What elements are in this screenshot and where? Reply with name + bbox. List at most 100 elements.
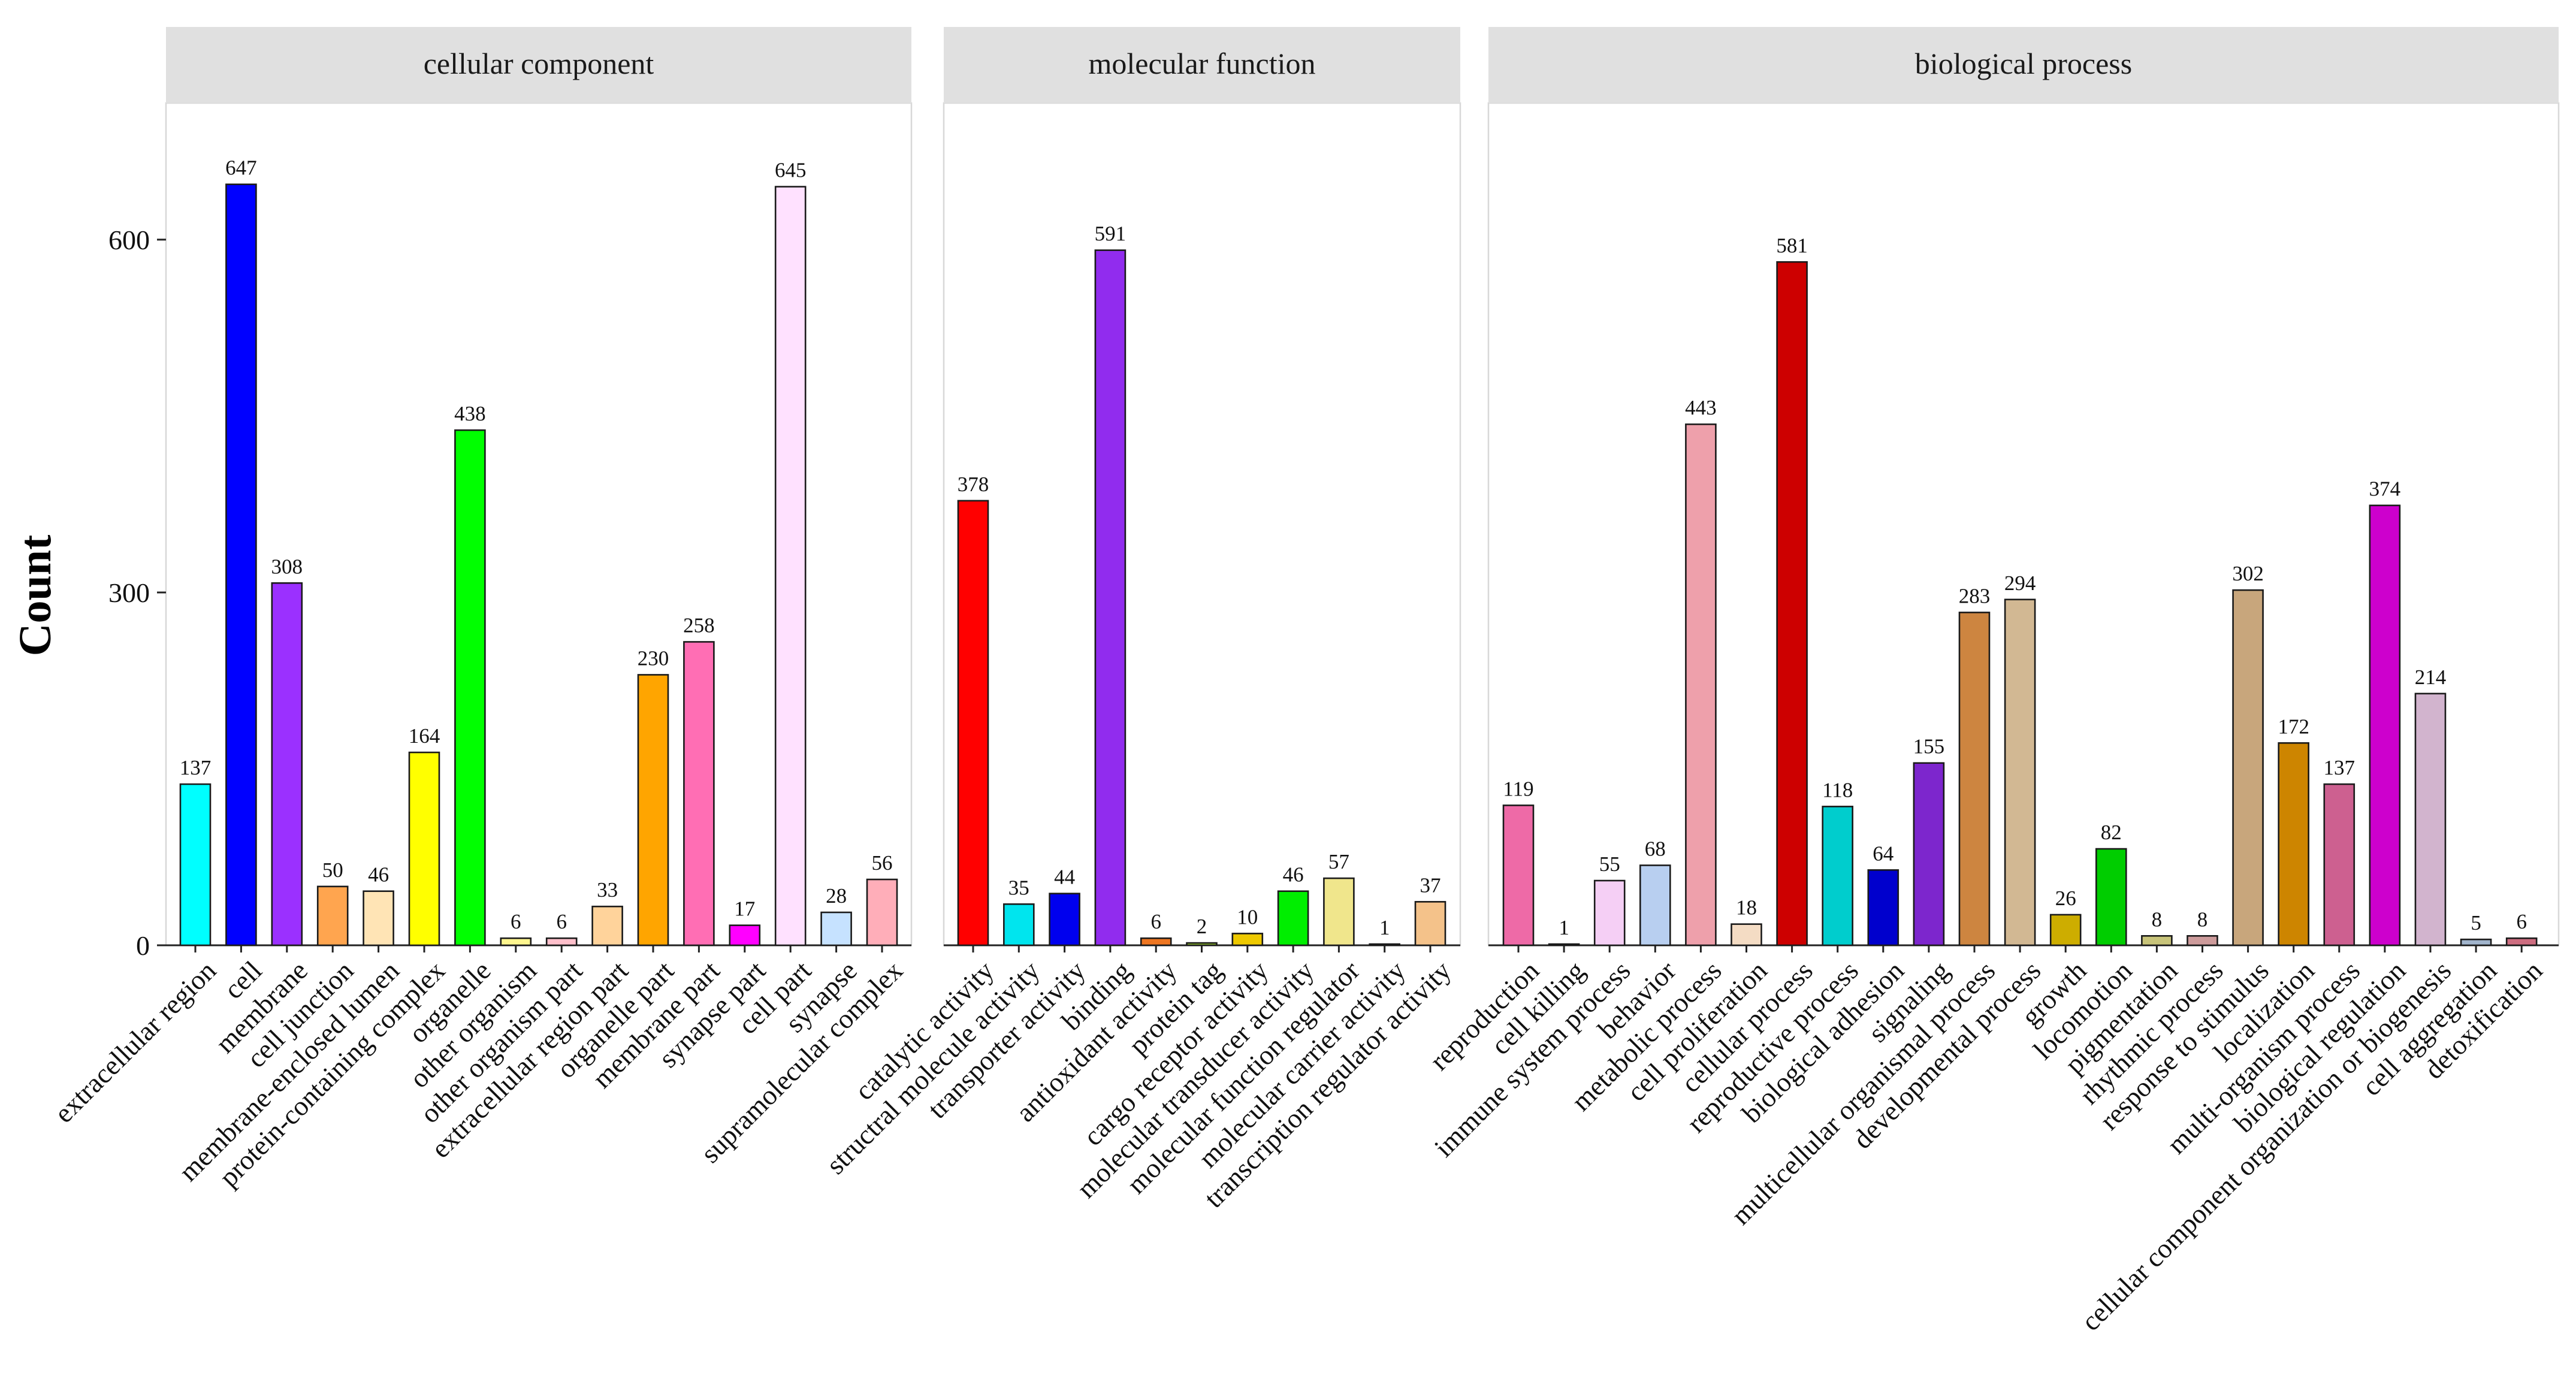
bar-membrane [271,582,303,946]
bar-cellular-component-organization-or-biogenesis [2414,692,2447,946]
bar-cell [225,183,257,946]
y-axis: 0 300 600 [108,225,166,961]
bar-molecular-transducer-activity [1277,890,1309,946]
bar-value-label: 155 [1913,735,1945,758]
bar-value-label: 55 [1599,852,1620,876]
bar-transporter-activity [1049,893,1080,946]
bar-pigmentation [2141,935,2173,946]
bar-organelle-part [637,674,669,946]
bar-cargo-receptor-activity [1231,933,1264,946]
bar-value-label: 1 [1379,916,1390,939]
bar-value-label: 68 [1645,837,1666,860]
bar-organelle [454,429,486,946]
bar-value-label: 26 [2055,887,2076,910]
bar-structral-molecule-activity [1003,903,1035,946]
bar-value-label: 137 [180,756,212,779]
panel-cellular-component: cellular component 137 extracellular regio… [48,27,913,1193]
bar-value-label: 18 [1736,896,1757,920]
bar-metabolic-process [1685,423,1717,946]
bar-signaling [1913,762,1945,946]
bar-value-label: 56 [872,851,893,875]
bar-value-label: 44 [1054,866,1075,889]
bar-value-label: 172 [2278,715,2309,738]
bar-value-label: 33 [597,878,618,902]
bar-catalytic-activity [957,500,989,946]
bar-synapse [820,911,852,946]
bar-multicellular-organismal-process [1958,612,1991,946]
bar-cell-aggregation [2460,938,2492,946]
bar-value-label: 308 [271,555,303,578]
bar-transcription-regulator-activity [1414,901,1446,946]
bar-biological-adhesion [1867,869,1899,946]
bar-value-label: 378 [958,473,989,496]
bar-value-label: 82 [2101,821,2122,844]
bar-value-label: 294 [2004,571,2036,595]
bar-cell-part [774,186,807,946]
bar-membrane-enclosed-lumen [363,890,394,946]
bar-value-label: 6 [2516,910,2527,933]
bar-cell-killing [1548,943,1580,946]
bar-multi-organism-process [2323,783,2355,946]
bar-value-label: 6 [1150,910,1161,933]
bar-value-label: 8 [2152,908,2163,931]
facet-strip-title: molecular function [1088,47,1315,80]
bar-value-label: 64 [1873,842,1894,865]
bar-other-organism [500,937,532,946]
bar-protein-containing-complex [408,751,440,946]
bar-reproduction [1502,805,1535,946]
bar-synapse-part [729,924,761,946]
bar-cellular-process [1776,261,1808,946]
bar-value-label: 283 [1959,584,1991,607]
bar-antioxidant-activity [1140,937,1172,946]
bar-value-label: 118 [1822,778,1853,802]
bar-supramolecular-complex [866,878,898,946]
bar-extracellular-region [179,783,212,946]
bar-value-label: 6 [511,910,521,933]
bar-localization [2278,742,2309,946]
bar-molecular-carrier-activity [1369,943,1400,946]
bar-value-label: 8 [2197,908,2208,931]
bar-reproductive-process [1822,806,1853,946]
bar-growth [2049,914,2082,946]
bar-value-label: 591 [1095,222,1127,246]
bar-extracellular-region-part [591,905,623,946]
bar-value-label: 5 [2471,911,2481,935]
facet-strip-title: biological process [1915,47,2132,80]
bar-value-label: 230 [638,646,669,670]
y-tick-label: 300 [108,577,150,608]
bar-value-label: 438 [454,402,486,425]
bar-developmental-process [2004,598,2036,946]
facet-strip-title: cellular component [424,47,654,80]
bar-cell-junction [316,885,349,946]
bar-value-label: 37 [1420,873,1441,897]
bar-value-label: 164 [409,724,440,748]
bar-value-label: 50 [322,858,343,882]
bar-value-label: 10 [1237,905,1258,929]
bar-molecular-function-regulator [1323,877,1355,946]
y-axis-title: Count [10,535,61,657]
bar-cell-proliferation [1731,923,1762,946]
bar-value-label: 258 [683,613,715,637]
bar-locomotion [2095,848,2127,946]
facet-strip [166,27,911,103]
bar-membrane-part [683,641,715,946]
bar-value-label: 6 [556,910,567,933]
bar-value-label: 17 [734,897,755,921]
bar-biological-regulation [2369,504,2401,946]
bar-other-organism-part [545,937,578,946]
bar-detoxification [2505,937,2538,946]
bar-response-to-stimulus [2232,589,2264,946]
bar-value-label: 647 [225,156,257,180]
bar-rhythmic-process [2187,935,2218,946]
bar-value-label: 2 [1197,915,1207,938]
bar-value-label: 443 [1685,396,1717,419]
facet-strip [1488,27,2559,103]
facet-strip [944,27,1460,103]
y-tick-label: 600 [108,225,150,255]
bar-value-label: 214 [2415,666,2447,689]
y-tick-label: 0 [136,930,150,961]
